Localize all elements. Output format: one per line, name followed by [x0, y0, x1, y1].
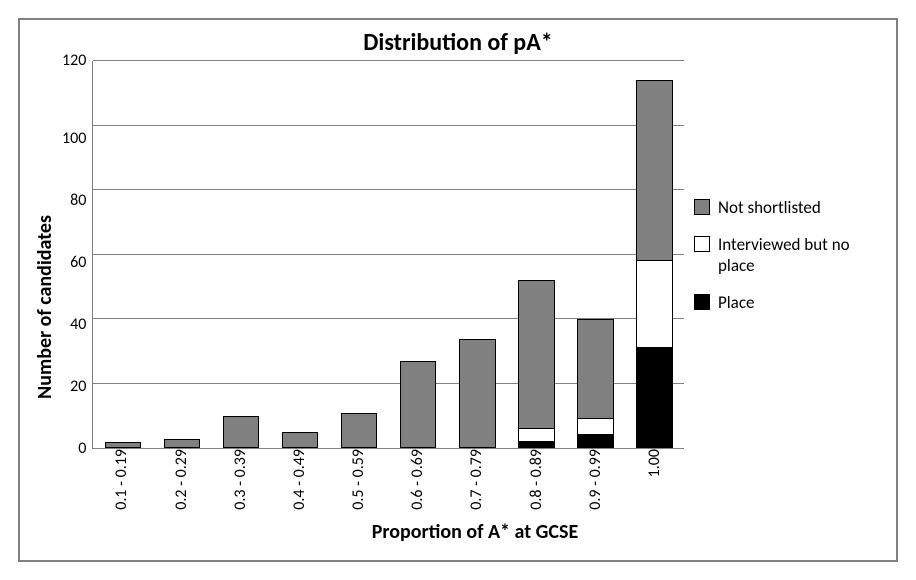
x-tick-slot: 0.8 - 0.89: [507, 449, 566, 516]
bar: [577, 319, 614, 448]
plot-row: 120100806040200 Not shortlistedInterview…: [62, 61, 888, 449]
bar: [282, 432, 319, 448]
bar: [400, 361, 437, 448]
legend-label: Place: [718, 292, 754, 313]
bar-slot: [507, 61, 566, 448]
bar-segment-place: [577, 435, 614, 448]
x-tick-slot: 0.7 - 0.79: [447, 449, 506, 516]
x-tick-label: 0.9 - 0.99: [586, 449, 605, 516]
legend-swatch: [694, 294, 710, 310]
bar-segment-not_shortlisted: [518, 280, 555, 428]
y-axis-label: Number of candidates: [33, 215, 57, 399]
x-tick-label: 0.5 - 0.59: [349, 449, 368, 516]
y-tick: 20: [70, 379, 86, 395]
legend: Not shortlisted Interviewed but no place P…: [684, 61, 888, 449]
bar-segment-not_shortlisted: [636, 80, 673, 261]
x-tick-slot: 0.2 - 0.29: [152, 449, 211, 516]
x-tick-slot: 0.1 - 0.19: [92, 449, 151, 516]
bar-segment-not_shortlisted: [282, 432, 319, 448]
x-tick-label: 0.2 - 0.29: [172, 449, 191, 516]
bar-segment-interviewed: [636, 261, 673, 348]
bar: [518, 280, 555, 448]
bar-slot: [330, 61, 389, 448]
bar: [164, 439, 201, 449]
y-tick: 40: [70, 317, 86, 333]
bar: [223, 416, 260, 448]
bar-slot: [211, 61, 270, 448]
bar-segment-not_shortlisted: [400, 361, 437, 448]
bar-slot: [566, 61, 625, 448]
x-tick-slot: 0.5 - 0.59: [329, 449, 388, 516]
bars-layer: [93, 61, 684, 448]
chart-container: Distribution of pA* Number of candidates…: [18, 18, 898, 562]
bar-segment-not_shortlisted: [223, 416, 260, 448]
x-tick-label: 0.3 - 0.39: [231, 449, 250, 516]
x-tick-slot: 1.00: [625, 449, 684, 516]
bar: [105, 442, 142, 448]
bar: [341, 413, 378, 448]
x-axis-spacer: [62, 449, 92, 516]
legend-item-place: Place: [694, 292, 884, 313]
bar-segment-place: [518, 442, 555, 448]
y-tick: 120: [62, 53, 86, 69]
legend-item-interviewed: Interviewed but no place: [694, 234, 884, 277]
bar: [636, 80, 673, 448]
legend-label: Interviewed but no place: [718, 234, 884, 277]
x-tick-slot: 0.4 - 0.49: [270, 449, 329, 516]
y-tick: 0: [78, 441, 86, 457]
x-axis-labels: 0.1 - 0.19 0.2 - 0.29 0.3 - 0.39 0.4 - 0.49…: [92, 449, 684, 516]
bar-segment-interviewed: [518, 429, 555, 442]
y-axis-label-wrap: Number of candidates: [28, 61, 62, 552]
x-axis-spacer-right: [684, 449, 888, 516]
x-tick-label: 0.6 - 0.69: [408, 449, 427, 516]
legend-item-not_shortlisted: Not shortlisted: [694, 197, 884, 218]
y-tick: 80: [70, 193, 86, 209]
bar-segment-not_shortlisted: [164, 439, 201, 449]
x-axis-labels-row: 0.1 - 0.19 0.2 - 0.29 0.3 - 0.39 0.4 - 0.49…: [62, 449, 888, 516]
bar-segment-place: [636, 348, 673, 448]
chart-frame: Distribution of pA* Number of candidates…: [0, 0, 916, 580]
y-tick: 100: [62, 131, 86, 147]
bar-slot: [271, 61, 330, 448]
legend-swatch: [694, 199, 710, 215]
x-tick-slot: 0.3 - 0.39: [211, 449, 270, 516]
chart-title: Distribution of pA*: [20, 20, 896, 57]
bar-slot: [448, 61, 507, 448]
bar-slot: [625, 61, 684, 448]
bar-segment-interviewed: [577, 419, 614, 435]
bar-segment-not_shortlisted: [341, 413, 378, 448]
bar-segment-not_shortlisted: [105, 442, 142, 448]
plot-area: [92, 61, 684, 449]
bar-slot: [93, 61, 152, 448]
x-tick-slot: 0.9 - 0.99: [566, 449, 625, 516]
chart-body: Number of candidates 120100806040200 Not…: [20, 57, 896, 560]
y-tick: 60: [70, 255, 86, 271]
bar-slot: [389, 61, 448, 448]
bar-slot: [152, 61, 211, 448]
legend-label: Not shortlisted: [718, 197, 821, 218]
legend-swatch: [694, 236, 710, 252]
y-axis-ticks: 120100806040200: [62, 61, 92, 449]
x-tick-label: 0.7 - 0.79: [467, 449, 486, 516]
x-tick-label: 0.1 - 0.19: [112, 449, 131, 516]
bar: [459, 339, 496, 449]
x-tick-label: 1.00: [645, 449, 664, 483]
x-tick-label: 0.8 - 0.89: [527, 449, 546, 516]
x-tick-slot: 0.6 - 0.69: [388, 449, 447, 516]
bar-segment-not_shortlisted: [459, 339, 496, 449]
plot-column: 120100806040200 Not shortlistedInterview…: [62, 61, 888, 552]
x-axis-label: Proportion of A* at GCSE: [62, 516, 888, 552]
x-tick-label: 0.4 - 0.49: [290, 449, 309, 516]
bar-segment-not_shortlisted: [577, 319, 614, 419]
